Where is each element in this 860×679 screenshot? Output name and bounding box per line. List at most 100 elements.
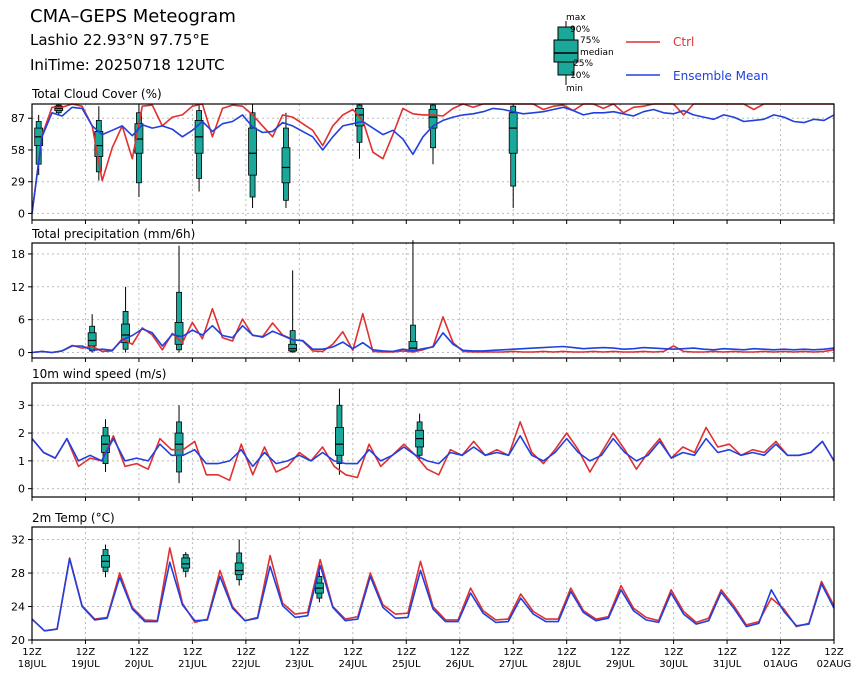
- y-tick-label: 28: [11, 567, 25, 580]
- series-ctrl-line: [31, 547, 835, 632]
- x-tick-hour: 12Z: [717, 647, 737, 658]
- box-outer: [176, 291, 182, 351]
- ensemble-box: [415, 413, 425, 461]
- legend-mean-label: Ensemble Mean: [673, 69, 768, 83]
- x-tick-hour: 12Z: [503, 647, 523, 658]
- x-tick-hour: 12Z: [76, 647, 96, 658]
- legend-ctrl-label: Ctrl: [673, 35, 694, 49]
- x-tick-date: 26JUL: [445, 659, 474, 670]
- series-mean-line: [31, 557, 835, 632]
- y-tick-label: 0: [18, 347, 25, 360]
- x-tick-hour: 12Z: [396, 647, 416, 658]
- x-tick-hour: 12Z: [22, 647, 42, 658]
- x-tick-date: 29JUL: [606, 659, 635, 670]
- panel-title: Total precipitation (mm/6h): [31, 227, 195, 241]
- x-tick-date: 20JUL: [125, 659, 154, 670]
- panels: Total Cloud Cover (%) 0 29 58 87 Total precip…: [11, 87, 835, 647]
- legend: max 90% 75% median 25% 10% min Ctrl Ense…: [553, 13, 768, 94]
- x-tick-hour: 12Z: [771, 647, 791, 658]
- x-tick-hour: 12Z: [129, 647, 149, 658]
- panel-title: 10m wind speed (m/s): [32, 367, 166, 381]
- ensemble-box: [181, 552, 191, 578]
- y-tick-label: 6: [18, 314, 25, 327]
- panel-1: Total precipitation (mm/6h) 0 6 12 18: [11, 227, 835, 362]
- y-tick-label: 29: [11, 176, 25, 189]
- box-inner: [234, 562, 244, 576]
- x-tick-hour: 12Z: [343, 647, 363, 658]
- ensemble-box: [248, 104, 257, 208]
- ensemble-box: [508, 104, 518, 208]
- y-tick-label: 58: [11, 144, 25, 157]
- box-inner: [281, 147, 291, 184]
- legend-label-min: min: [566, 84, 583, 94]
- ensemble-box: [234, 539, 244, 586]
- x-tick-date: 01AUG: [763, 659, 798, 670]
- panel-0: Total Cloud Cover (%) 0 29 58 87: [11, 87, 835, 224]
- ensemble-box: [101, 544, 110, 578]
- x-tick-date: 28JUL: [552, 659, 581, 670]
- legend-label-p90: 90%: [570, 25, 590, 35]
- y-tick-label: 24: [11, 601, 25, 614]
- x-tick-hour: 12Z: [183, 647, 203, 658]
- y-tick-label: 1: [18, 455, 25, 468]
- panel-frame: [31, 103, 835, 221]
- y-tick-label: 0: [18, 207, 25, 220]
- series-mean-line: [31, 434, 835, 468]
- ensemble-box: [174, 405, 184, 484]
- box-inner: [508, 112, 518, 154]
- x-tick-date: 02AUG: [817, 659, 852, 670]
- y-tick-label: 32: [11, 534, 25, 547]
- panel-3: 2m Temp (°C) 20 24 28 32: [11, 511, 835, 647]
- x-tick-date: 31JUL: [713, 659, 742, 670]
- x-tick-hour: 12Z: [610, 647, 630, 658]
- x-tick-date: 27JUL: [499, 659, 528, 670]
- series-mean-line: [31, 324, 835, 354]
- x-tick-hour: 12Z: [664, 647, 684, 658]
- series-ctrl-line: [31, 421, 835, 482]
- x-tick-date: 22JUL: [232, 659, 261, 670]
- panel-frame: [31, 242, 835, 359]
- x-tick-hour: 12Z: [557, 647, 577, 658]
- legend-label-p10: 10%: [570, 71, 590, 81]
- box-inner: [174, 322, 184, 345]
- ensemble-box: [335, 388, 344, 475]
- box-inner: [428, 109, 438, 129]
- x-tick-hour: 12Z: [450, 647, 470, 658]
- x-tick-date: 23JUL: [285, 659, 314, 670]
- legend-label-max: max: [566, 13, 586, 23]
- panel-frame: [31, 382, 835, 498]
- meteogram-title: CMA–GEPS Meteogram: [30, 6, 236, 27]
- ensemble-box: [281, 112, 291, 208]
- panel-frame: [31, 526, 835, 641]
- box-inner: [87, 332, 97, 347]
- ensemble-box: [194, 104, 204, 192]
- x-tick-date: 30JUL: [659, 659, 688, 670]
- legend-box-lower: [557, 61, 575, 76]
- y-tick-label: 20: [11, 634, 25, 647]
- meteogram-header: CMA–GEPS Meteogram Lashio 22.93°N 97.75°…: [0, 0, 860, 100]
- y-tick-label: 0: [18, 483, 25, 496]
- y-tick-label: 2: [18, 427, 25, 440]
- x-tick-date: 25JUL: [392, 659, 421, 670]
- y-tick-label: 18: [11, 248, 25, 261]
- box-inner: [121, 323, 130, 344]
- x-tick-date: 21JUL: [178, 659, 207, 670]
- box-outer: [289, 330, 296, 353]
- ensemble-box: [408, 240, 418, 353]
- y-tick-label: 87: [11, 112, 25, 125]
- x-tick-hour: 12Z: [824, 647, 844, 658]
- box-inner: [181, 557, 191, 569]
- panel-2: 10m wind speed (m/s) 0 1 2 3: [18, 367, 835, 501]
- panel-title: 2m Temp (°C): [32, 511, 115, 525]
- box-inner: [288, 343, 298, 352]
- legend-label-p25: 25%: [573, 59, 593, 69]
- y-tick-label: 12: [11, 281, 25, 294]
- series-mean-line: [31, 106, 835, 214]
- ensemble-box: [355, 104, 364, 159]
- ensemble-box: [54, 104, 64, 115]
- station-location: Lashio 22.93°N 97.75°E: [30, 31, 210, 49]
- ensemble-box: [121, 286, 130, 353]
- ensemble-box: [134, 104, 144, 198]
- y-tick-label: 3: [18, 399, 25, 412]
